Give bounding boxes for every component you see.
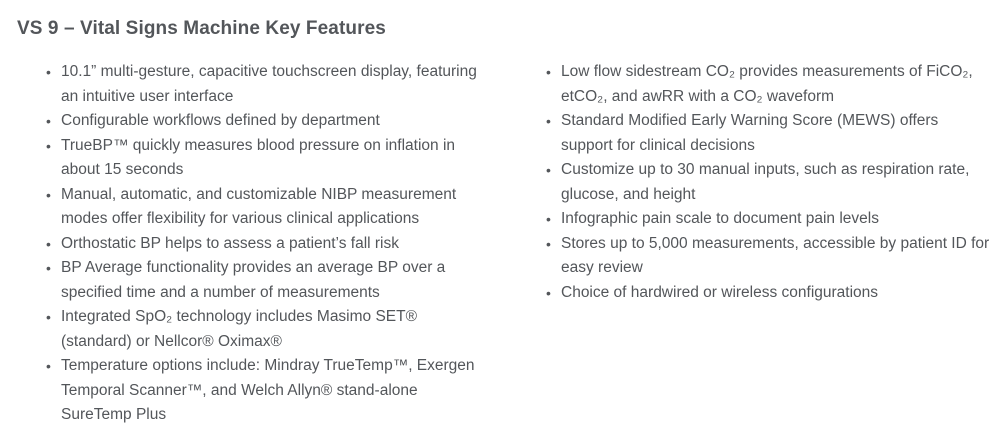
feature-item: 10.1” multi-gesture, capacitive touchscr… xyxy=(45,60,491,109)
feature-list-right: Low flow sidestream CO₂ provides measure… xyxy=(545,60,991,426)
feature-item: Integrated SpO₂ technology includes Masi… xyxy=(45,305,491,354)
feature-item: Configurable workflows defined by depart… xyxy=(45,109,491,134)
feature-item: Choice of hardwired or wireless configur… xyxy=(545,281,991,306)
feature-item: Customize up to 30 manual inputs, such a… xyxy=(545,158,991,207)
page-title: VS 9 – Vital Signs Machine Key Features xyxy=(17,17,386,39)
feature-item: Infographic pain scale to document pain … xyxy=(545,207,991,232)
feature-item: Orthostatic BP helps to assess a patient… xyxy=(45,232,491,257)
feature-item: Temperature options include: Mindray Tru… xyxy=(45,354,491,426)
feature-item: Low flow sidestream CO₂ provides measure… xyxy=(545,60,991,109)
feature-item: Manual, automatic, and customizable NIBP… xyxy=(45,183,491,232)
feature-item: Stores up to 5,000 measurements, accessi… xyxy=(545,232,991,281)
feature-item: TrueBP™ quickly measures blood pressure … xyxy=(45,134,491,183)
feature-columns: 10.1” multi-gesture, capacitive touchscr… xyxy=(45,60,991,426)
feature-item: BP Average functionality provides an ave… xyxy=(45,256,491,305)
feature-item: Standard Modified Early Warning Score (M… xyxy=(545,109,991,158)
feature-list-left: 10.1” multi-gesture, capacitive touchscr… xyxy=(45,60,491,426)
